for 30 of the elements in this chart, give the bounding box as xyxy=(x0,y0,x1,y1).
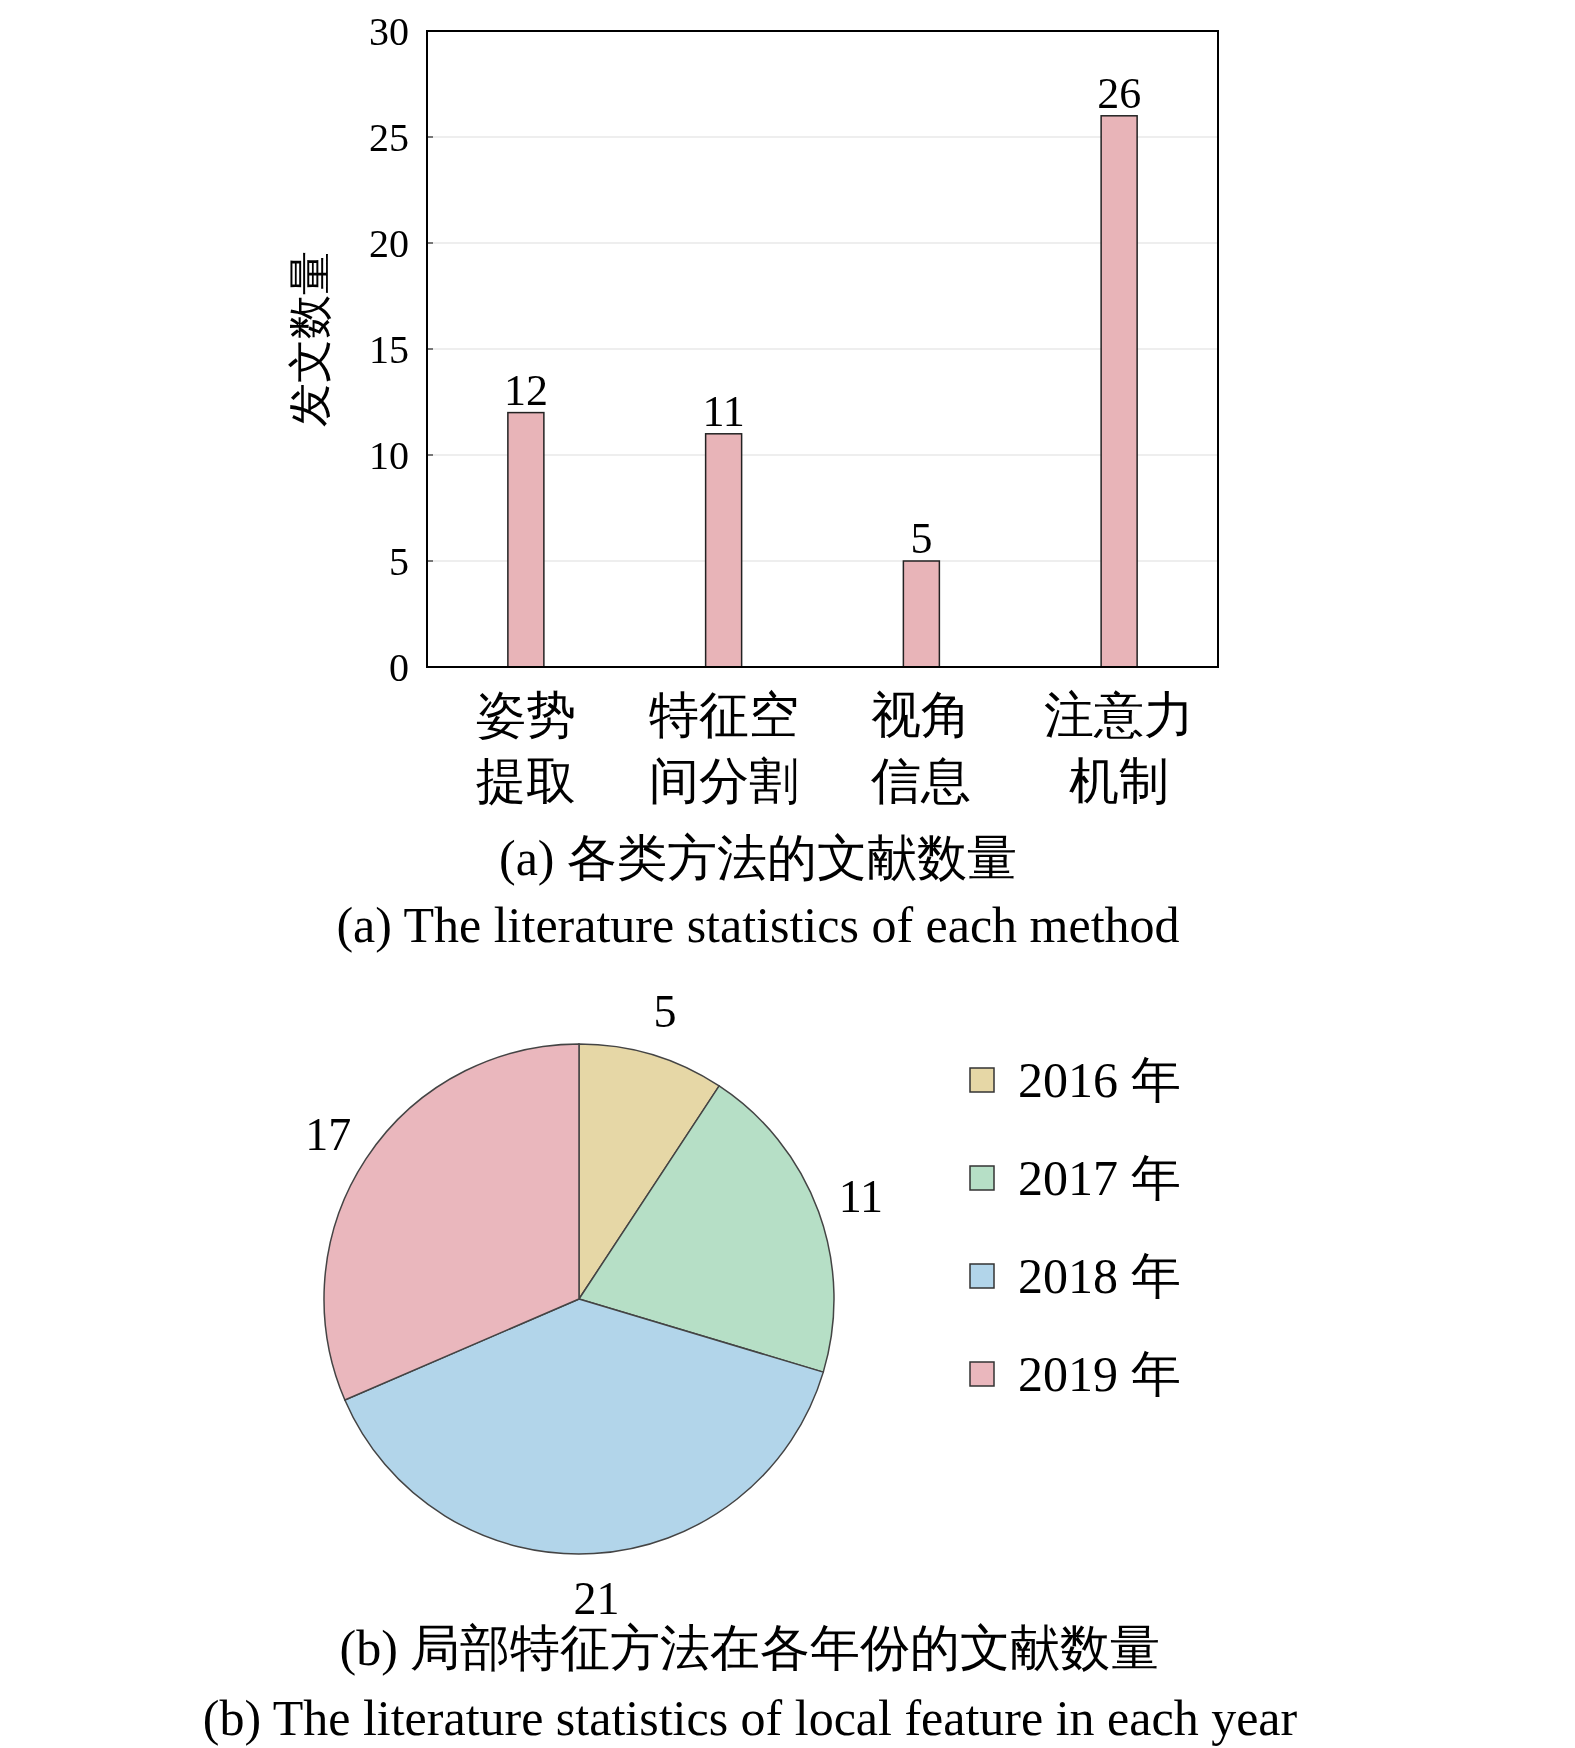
x-tick-label: 特征空间分割 xyxy=(648,687,799,809)
legend-label: 2018 年 xyxy=(1018,1248,1181,1304)
bar xyxy=(1100,115,1138,668)
legend-label: 2016 年 xyxy=(1018,1052,1181,1108)
legend-label: 2017 年 xyxy=(1018,1150,1181,1206)
y-tick-label: 10 xyxy=(369,432,409,478)
x-tick-label: 视角信息 xyxy=(871,687,972,809)
data-label: 26 xyxy=(1097,68,1142,118)
y-tick-label: 0 xyxy=(389,644,409,690)
data-label: 5 xyxy=(910,514,933,563)
y-tick-label: 15 xyxy=(369,326,409,372)
data-label: 5 xyxy=(653,986,677,1038)
y-tick-label: 5 xyxy=(389,538,409,584)
legend-label: 2019 年 xyxy=(1018,1346,1181,1402)
text: (b) The literature statistics of local feature in each year xyxy=(202,1690,1298,1746)
x-tick-label: 姿势提取 xyxy=(475,687,576,809)
bar xyxy=(507,411,545,668)
x-tick-label: 注意力机制 xyxy=(1044,687,1195,809)
data-label: 11 xyxy=(702,386,745,436)
bar xyxy=(902,560,941,668)
y-tick-label: 30 xyxy=(369,8,409,54)
y-tick-label: 25 xyxy=(369,114,409,160)
data-label: 12 xyxy=(503,365,548,415)
data-label: 17 xyxy=(305,1108,352,1160)
data-label: 11 xyxy=(838,1170,884,1222)
y-axis-title: 发文数量 xyxy=(286,251,335,427)
text: (a) 各类方法的文献数量 xyxy=(499,830,1017,886)
y-tick-label: 20 xyxy=(369,220,409,266)
bar xyxy=(704,433,743,668)
text: (a) The literature statistics of each method xyxy=(336,897,1180,953)
